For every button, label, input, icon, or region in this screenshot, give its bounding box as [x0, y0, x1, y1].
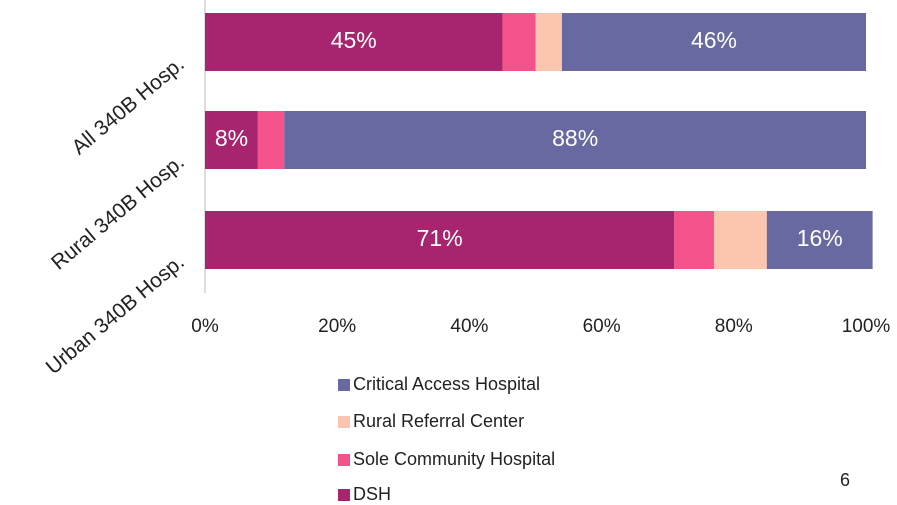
legend-swatch — [338, 454, 350, 466]
category-label: All 340B Hosp. — [68, 52, 189, 159]
bar-segment — [502, 13, 536, 71]
data-label: 8% — [215, 125, 248, 151]
legend-label: DSH — [353, 484, 391, 504]
x-tick-label: 100% — [842, 316, 891, 337]
x-tick-label: 20% — [318, 316, 356, 337]
x-tick-label: 80% — [715, 316, 753, 337]
legend-swatch — [338, 379, 350, 391]
bar-segment — [674, 211, 714, 269]
bar-segment — [766, 211, 873, 269]
data-label: 16% — [797, 225, 843, 251]
bar-segment — [257, 111, 285, 169]
data-label: 45% — [331, 27, 377, 53]
bar-segment — [713, 211, 767, 269]
x-tick-label: 0% — [191, 316, 219, 337]
legend-label: Critical Access Hospital — [353, 374, 540, 394]
bar-segment — [284, 111, 866, 169]
data-label: 46% — [691, 27, 737, 53]
data-label: 71% — [417, 225, 463, 251]
bar-segment — [205, 13, 503, 71]
legend-label: Rural Referral Center — [353, 411, 524, 431]
page-number: 6 — [840, 470, 850, 490]
legend-swatch — [338, 489, 350, 501]
legend-label: Sole Community Hospital — [353, 449, 555, 469]
bar-segment — [205, 111, 258, 169]
legend-swatch — [338, 416, 350, 428]
data-label: 88% — [552, 125, 598, 151]
bar-segment — [535, 13, 562, 71]
bar-segment — [205, 211, 675, 269]
bar-segment — [561, 13, 866, 71]
x-tick-label: 40% — [450, 316, 488, 337]
x-tick-label: 60% — [583, 316, 621, 337]
